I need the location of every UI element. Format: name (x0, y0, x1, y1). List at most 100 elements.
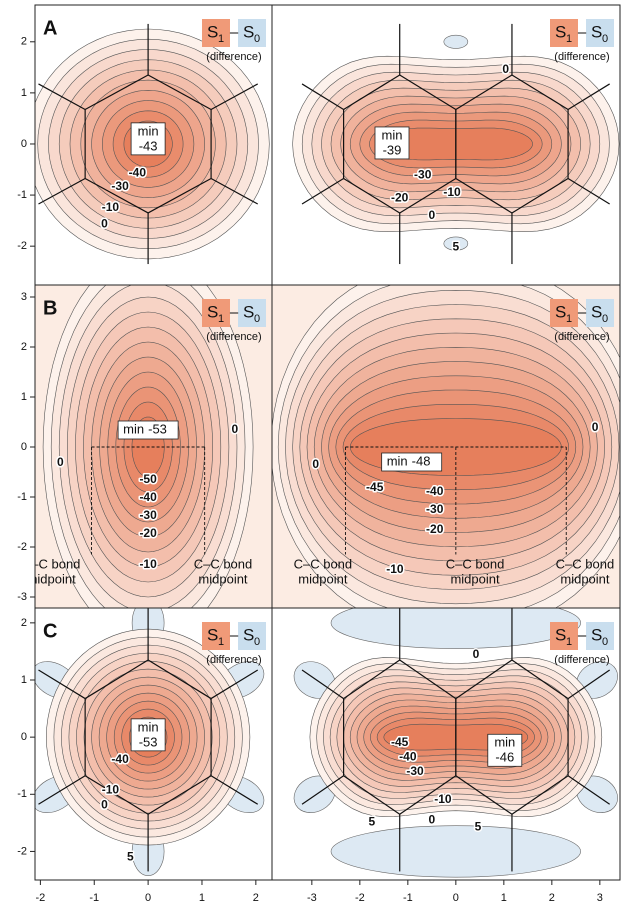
contour-label: 0 (428, 208, 435, 222)
x-tick-label: 1 (501, 892, 507, 904)
legend-swatch (586, 622, 614, 650)
contour-label: -10 (434, 792, 452, 806)
bond (567, 83, 610, 111)
bond (301, 775, 344, 805)
legend-sub: 0 (602, 33, 608, 45)
legend-swatch (238, 299, 266, 327)
min-value: -43 (139, 138, 158, 153)
legend-label: S (207, 625, 218, 644)
legend-sep: – (578, 304, 587, 321)
legend-sub: 1 (566, 636, 572, 648)
contour-label: 5 (368, 814, 375, 828)
y-tick-label: -1 (17, 788, 27, 800)
legend-swatch (238, 19, 266, 47)
legend-swatch (238, 622, 266, 650)
bond (511, 74, 569, 111)
bond (301, 83, 344, 111)
annotation: midpoint (198, 571, 248, 586)
bond (455, 74, 513, 111)
contour-label: 0 (502, 62, 509, 76)
bond (301, 177, 344, 205)
annotation: C–C bond (294, 556, 353, 571)
bond (84, 74, 149, 111)
bond (38, 775, 86, 805)
annotation: midpoint (27, 571, 77, 586)
y-tick-label: 2 (21, 617, 27, 629)
bond (210, 177, 259, 205)
legend-swatch (202, 299, 230, 327)
legend-sub: 0 (254, 313, 260, 325)
y-tick-label: 2 (21, 341, 27, 353)
legend-note: (difference) (554, 331, 609, 343)
x-tick-label: 3 (597, 892, 603, 904)
contour-label: -45 (366, 480, 384, 494)
contour-label: -30 (139, 508, 157, 522)
bond (399, 659, 457, 700)
legend-label: S (555, 302, 566, 321)
contour-label: -30 (414, 167, 432, 181)
bond (147, 177, 212, 214)
contour-label: -40 (129, 165, 147, 179)
legend-sub: 0 (602, 313, 608, 325)
legend-sub: 1 (566, 33, 572, 45)
panel: 0 -30 -20 -10 0 5 min-39 (272, 5, 620, 285)
y-tick-label: 3 (21, 291, 27, 303)
panel-frame (271, 607, 621, 881)
y-tick-label: 0 (21, 731, 27, 743)
annotation: C–C bond (194, 556, 253, 571)
bond (210, 669, 259, 700)
legend-swatch (586, 19, 614, 47)
bond (147, 74, 212, 111)
x-tick-label: -2 (35, 892, 45, 904)
y-tick-label: -1 (17, 491, 27, 503)
x-tick-label: -1 (403, 892, 413, 904)
legend-sub: 1 (566, 313, 572, 325)
contour-label: -20 (139, 526, 157, 540)
annotation: midpoint (298, 571, 348, 586)
legend-sep: – (230, 304, 239, 321)
legend-note: (difference) (206, 654, 261, 666)
bond (210, 775, 259, 805)
min-box (487, 733, 523, 767)
bond (399, 74, 457, 111)
panel-letter: C (43, 620, 57, 642)
y-tick-label: -2 (17, 240, 27, 252)
annotation: C–C bond (556, 556, 615, 571)
y-tick-label: 0 (21, 441, 27, 453)
legend-sub: 1 (218, 636, 224, 648)
legend-note: (difference) (206, 51, 261, 63)
bond (84, 177, 149, 214)
bond (343, 74, 401, 111)
legend-note: (difference) (554, 51, 609, 63)
x-tick-label: -2 (355, 892, 365, 904)
contour-label: -10 (102, 782, 120, 796)
contour-label: 0 (428, 813, 435, 827)
legend-sub: 0 (602, 636, 608, 648)
panel: 0 -45-40-30 -10 0 5 5 min-46 (272, 608, 620, 880)
legend-label: S (207, 22, 218, 41)
x-tick-label: -1 (89, 892, 99, 904)
contour-label: -40 (426, 484, 444, 498)
contour-label: -45 (391, 735, 409, 749)
y-tick-label: -3 (17, 591, 27, 603)
contour-label: -40 (139, 490, 157, 504)
contour-label: 0 (101, 216, 108, 230)
min-box (130, 122, 166, 156)
legend-label: S (207, 302, 218, 321)
y-tick-label: 2 (21, 36, 27, 48)
bond (399, 775, 457, 815)
legend-sub: 0 (254, 636, 260, 648)
legend-label: S (591, 625, 602, 644)
legend-note: (difference) (206, 331, 261, 343)
legend-swatch (202, 622, 230, 650)
contour-label: -30 (426, 502, 444, 516)
bond (567, 775, 610, 805)
legend-sub: 0 (254, 33, 260, 45)
positive-lobe (330, 825, 581, 878)
legend-label: S (243, 302, 254, 321)
legend-sep: – (230, 627, 239, 644)
contour-label: -30 (111, 179, 129, 193)
bond (567, 669, 610, 700)
bond (38, 177, 86, 205)
